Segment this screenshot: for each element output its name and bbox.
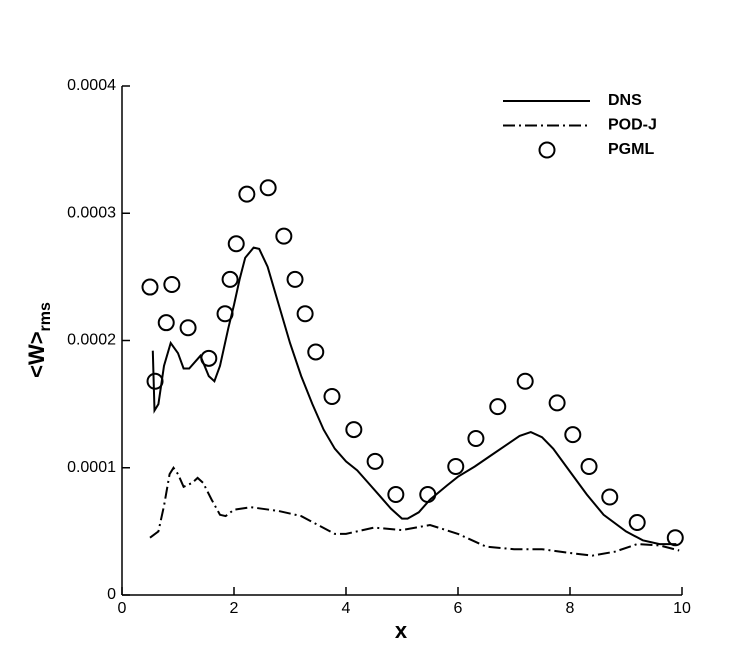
marker	[580, 457, 598, 475]
marker	[307, 343, 325, 361]
line-series	[149, 465, 680, 557]
marker	[467, 429, 485, 447]
y-axis-title-main: <W>	[24, 331, 49, 377]
marker	[489, 398, 507, 416]
marker	[286, 270, 304, 288]
marker	[628, 513, 646, 531]
y-axis-title: <W>rms	[24, 302, 54, 378]
marker	[447, 457, 465, 475]
marker	[216, 305, 234, 323]
marker	[601, 488, 619, 506]
marker	[157, 314, 175, 332]
y-tick-label: 0.0002	[67, 332, 116, 349]
marker	[275, 227, 293, 245]
marker	[323, 387, 341, 405]
marker	[238, 185, 256, 203]
x-tick-label: 8	[566, 600, 575, 617]
marker	[296, 305, 314, 323]
marker	[419, 485, 437, 503]
marker	[516, 372, 534, 390]
marker	[179, 319, 197, 337]
marker	[345, 421, 363, 439]
y-tick-label: 0	[107, 586, 116, 603]
x-tick-label: 10	[673, 600, 691, 617]
legend-label: POD-J	[608, 117, 657, 134]
marker	[548, 394, 566, 412]
marker	[564, 426, 582, 444]
legend-marker	[538, 141, 556, 159]
x-tick-label: 6	[454, 600, 463, 617]
marker	[141, 278, 159, 296]
marker	[666, 529, 684, 547]
y-tick-label: 0.0003	[67, 204, 116, 221]
marker	[200, 349, 218, 367]
marker	[163, 276, 181, 294]
marker	[146, 372, 164, 390]
marker	[366, 452, 384, 470]
x-axis-title: x	[395, 618, 408, 643]
marker	[387, 485, 405, 503]
legend-label: DNS	[608, 92, 642, 109]
x-tick-label: 4	[342, 600, 351, 617]
y-axis-title-sub: rms	[37, 302, 54, 331]
marker	[221, 270, 239, 288]
marker	[259, 179, 277, 197]
legend-label: PGML	[608, 141, 654, 158]
marker	[227, 235, 245, 253]
x-tick-label: 2	[230, 600, 239, 617]
y-tick-label: 0.0001	[67, 459, 116, 476]
x-tick-label: 0	[118, 600, 127, 617]
y-tick-label: 0.0004	[67, 77, 116, 94]
line-series	[151, 246, 677, 546]
